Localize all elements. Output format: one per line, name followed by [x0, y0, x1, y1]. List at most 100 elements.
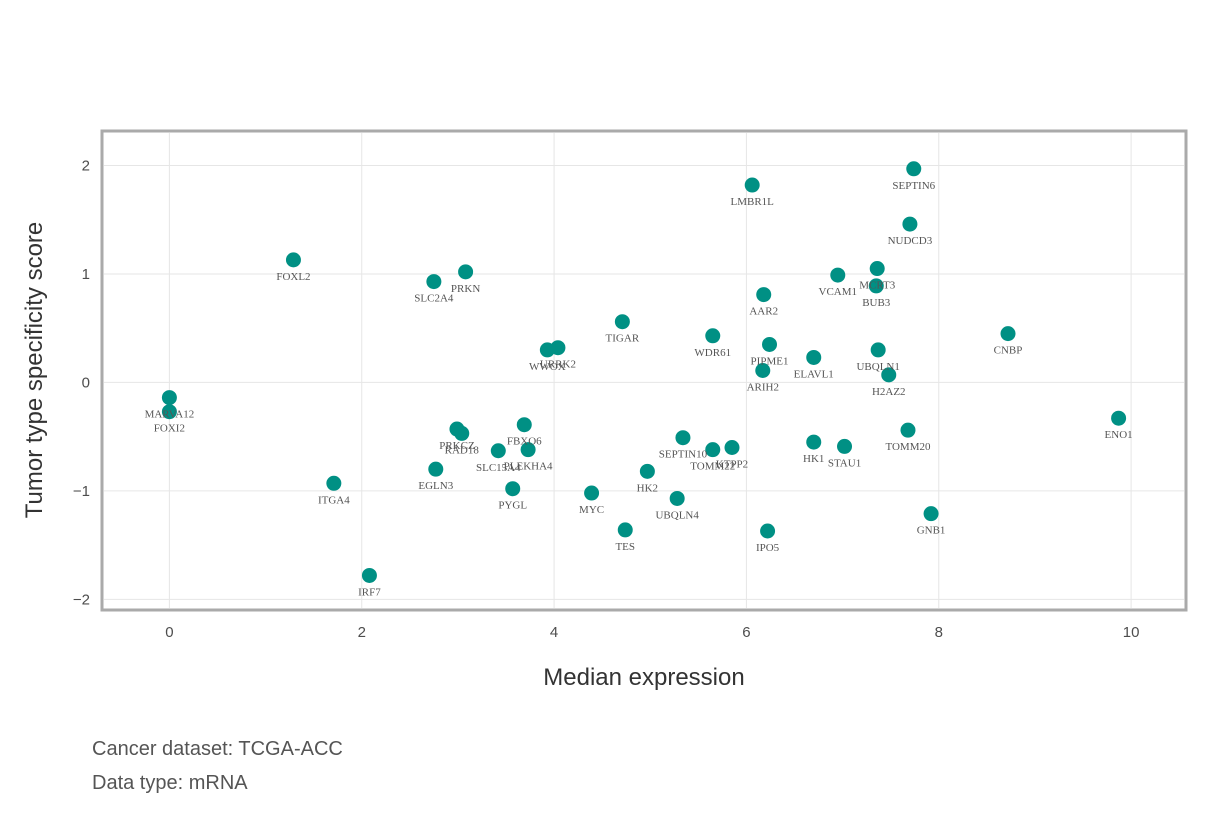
- data-point: [1000, 326, 1016, 342]
- point-label: PLEKHA4: [504, 461, 553, 473]
- point-label: GNB1: [917, 525, 946, 537]
- point-label: TES: [615, 541, 635, 553]
- data-point: [361, 567, 377, 583]
- point-label: ENO1: [1105, 429, 1133, 441]
- data-point: [906, 161, 922, 177]
- data-point: [326, 475, 342, 491]
- point-label: LMBR1L: [730, 196, 774, 208]
- point-label: FOXL2: [276, 271, 310, 283]
- point-label: MARVA12: [145, 409, 195, 421]
- point-label: FBXO6: [507, 436, 542, 448]
- grid-layer: [104, 133, 1184, 608]
- data-point: [760, 523, 776, 539]
- point-label: TOMM20: [885, 441, 931, 453]
- x-tick-label: 6: [742, 624, 750, 641]
- x-tick-label: 10: [1123, 624, 1140, 641]
- point-label: PIPME1: [751, 355, 789, 367]
- data-point: [869, 261, 885, 277]
- data-point: [516, 417, 532, 433]
- point-label: TOMM22: [690, 461, 735, 473]
- point-label: KTPP2: [716, 458, 748, 470]
- point-label: HK1: [803, 453, 824, 465]
- y-tick-label: 2: [82, 158, 90, 175]
- point-label: EGLN3: [418, 480, 453, 492]
- data-point: [870, 342, 886, 358]
- data-point: [675, 430, 691, 446]
- data-point: [614, 314, 630, 330]
- point-label: UBQLN1: [856, 361, 899, 373]
- x-tick-label: 2: [358, 624, 366, 641]
- point-label: ARIH2: [747, 382, 779, 394]
- x-tick-label: 4: [550, 624, 558, 641]
- point-label: IRF7: [358, 586, 381, 598]
- point-label: HK2: [637, 482, 658, 494]
- data-point: [755, 363, 771, 378]
- data-point: [806, 434, 822, 450]
- point-label: PYGL: [498, 500, 527, 512]
- data-point: [639, 463, 655, 479]
- x-axis-title: Median expression: [543, 664, 744, 691]
- caption-datatype: Data type: mRNA: [92, 772, 248, 794]
- data-point: [744, 177, 760, 193]
- data-point: [868, 278, 884, 294]
- data-point: [902, 216, 918, 232]
- point-label: CNBP: [994, 345, 1023, 357]
- data-point: [520, 442, 536, 458]
- data-point: [161, 404, 177, 420]
- point-label: URRK2: [540, 359, 576, 371]
- point-label: H2AZ2: [872, 386, 906, 398]
- point-label: PRKN: [451, 283, 480, 295]
- data-point: [285, 252, 301, 268]
- data-point: [705, 442, 721, 458]
- data-point: [923, 506, 939, 522]
- point-label: VCAM1: [819, 286, 858, 298]
- point-label: RAD18: [445, 444, 480, 456]
- point-label: NUDCD3: [888, 235, 933, 247]
- point-label: WWOX: [529, 361, 566, 373]
- tick-layer: 0 2 4 6 8 10 −2 −1 0 1 2: [73, 158, 1140, 641]
- data-point: [669, 490, 685, 506]
- data-point: [756, 287, 772, 303]
- point-label: ELAVL1: [794, 368, 834, 380]
- x-tick-label: 0: [165, 624, 173, 641]
- data-point: [705, 328, 721, 344]
- point-label: FOXI2: [154, 423, 185, 435]
- data-point: [617, 522, 633, 538]
- data-point: [1111, 410, 1127, 426]
- data-point: [539, 342, 555, 358]
- point-layer: [161, 161, 1127, 583]
- y-tick-label: 0: [82, 374, 90, 391]
- point-label: SLC2A4: [414, 293, 454, 305]
- data-point: [454, 425, 470, 441]
- data-point: [762, 336, 778, 352]
- data-point: [490, 443, 506, 459]
- point-label: STAU1: [828, 457, 861, 469]
- data-point: [806, 349, 822, 365]
- data-point: [584, 485, 600, 501]
- y-tick-label: −1: [73, 483, 90, 500]
- point-label: SLC15A4: [476, 462, 521, 474]
- point-label: UBQLN4: [655, 509, 699, 521]
- point-label: MCRT3: [859, 280, 896, 292]
- point-label: BUB3: [862, 297, 891, 309]
- data-point: [426, 274, 442, 290]
- point-label: IPO5: [756, 542, 780, 554]
- point-label: AAR2: [749, 306, 778, 318]
- data-point: [724, 439, 740, 455]
- data-point: [830, 267, 846, 283]
- point-label: MYC: [579, 504, 604, 516]
- caption-dataset: Cancer dataset: TCGA-ACC: [92, 738, 343, 760]
- y-axis-title: Tumor type specificity score: [21, 222, 48, 519]
- point-label: TIGAR: [606, 333, 640, 345]
- point-label: SEPTIN6: [892, 180, 935, 192]
- data-point: [428, 461, 444, 477]
- y-tick-label: −2: [73, 591, 90, 608]
- point-label: PRKCZ: [439, 440, 475, 452]
- data-point: [458, 264, 474, 280]
- point-label: WDR61: [694, 347, 731, 359]
- point-label: SEPTIN10: [659, 449, 708, 461]
- data-point: [837, 438, 853, 454]
- data-point: [161, 390, 177, 406]
- data-point: [900, 422, 916, 438]
